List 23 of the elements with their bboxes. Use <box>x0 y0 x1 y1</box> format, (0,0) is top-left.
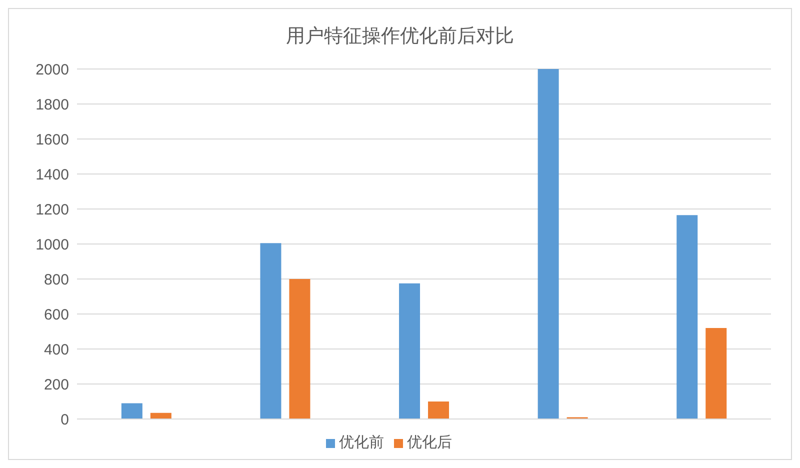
y-tick-label: 1000 <box>36 236 69 254</box>
y-tick-label: 600 <box>44 306 69 324</box>
y-tick-label: 200 <box>44 376 69 394</box>
y-tick-label: 800 <box>44 271 69 288</box>
bar <box>260 243 282 419</box>
chart-title: 用户特征操作优化前后对比 <box>285 25 515 49</box>
y-tick-label: 2000 <box>36 61 69 78</box>
bar <box>289 279 310 419</box>
y-tick-label: 0 <box>60 411 69 428</box>
bar <box>399 283 420 419</box>
y-tick-label: 400 <box>44 341 69 358</box>
legend-label: 优化后 <box>407 434 452 451</box>
y-tick-label: 1200 <box>36 201 69 218</box>
y-tick-label: 1400 <box>36 166 69 184</box>
bar <box>121 403 142 419</box>
y-tick-label: 1800 <box>36 96 69 114</box>
bar <box>150 412 172 419</box>
bar <box>538 69 559 419</box>
bar <box>676 215 698 419</box>
y-tick-label: 1600 <box>36 131 69 148</box>
legend-label: 优化前 <box>339 434 384 451</box>
bar <box>706 328 727 419</box>
bar <box>428 402 450 419</box>
